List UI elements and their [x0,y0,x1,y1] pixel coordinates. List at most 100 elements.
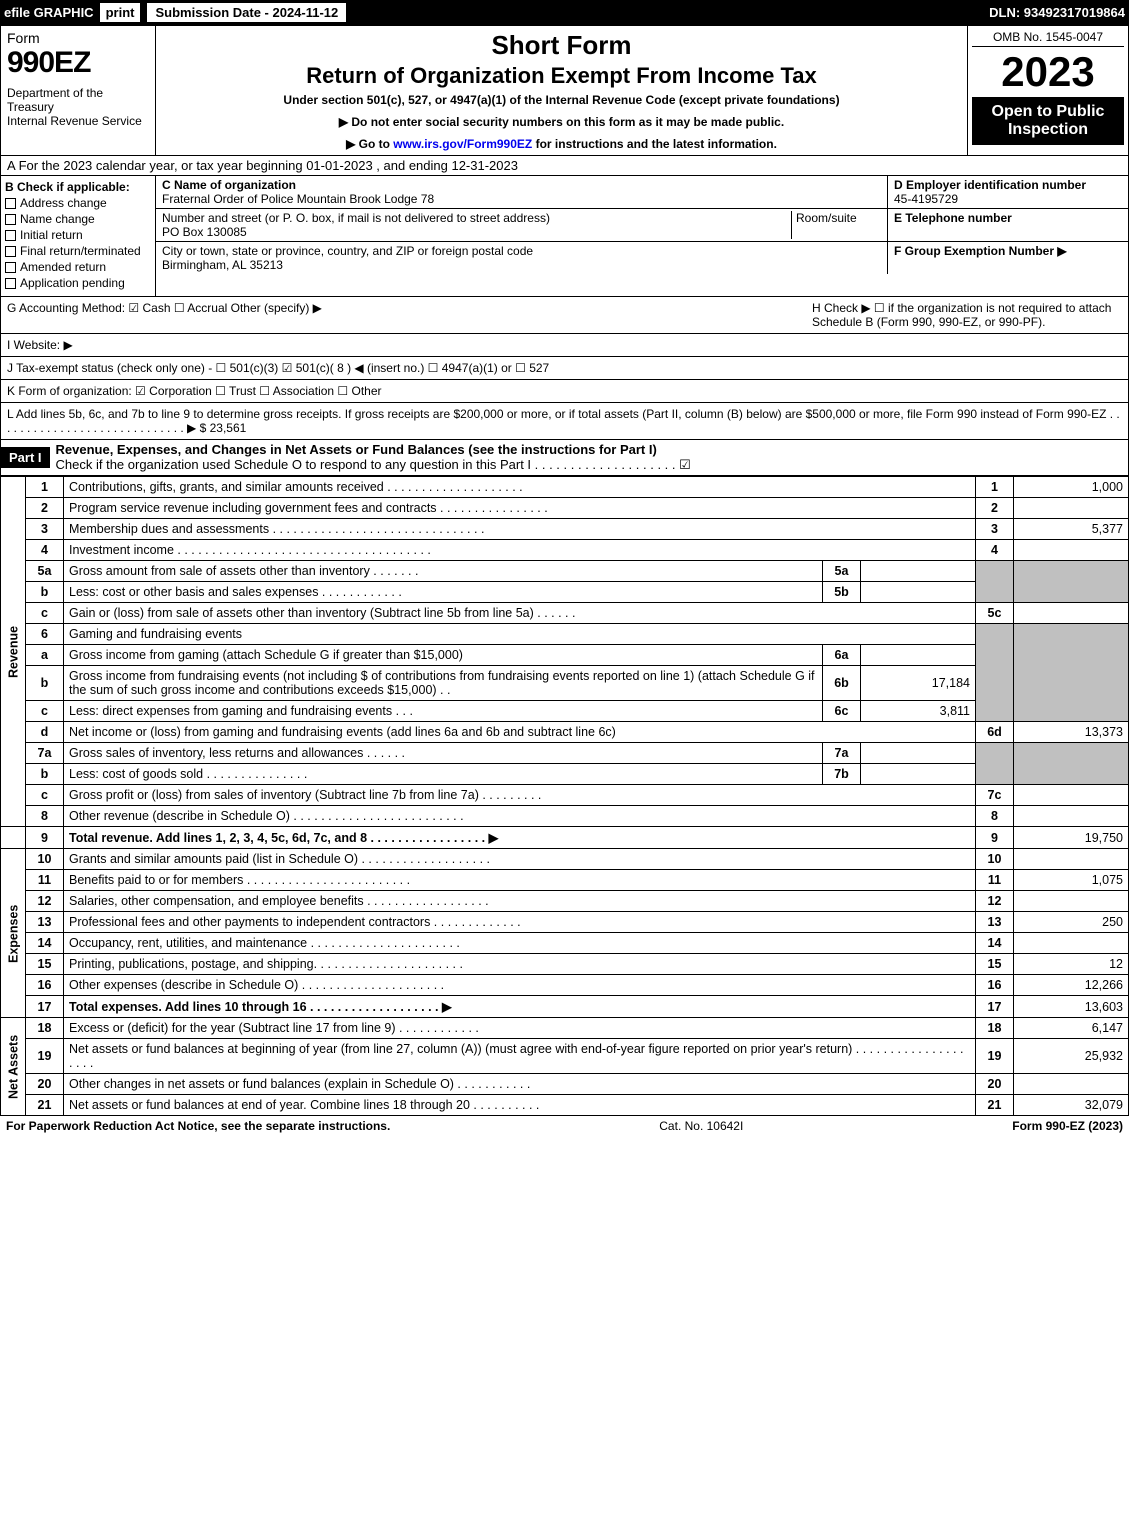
section-h: H Check ▶ ☐ if the organization is not r… [812,301,1122,329]
group-label: F Group Exemption Number ▶ [894,244,1067,258]
warn2-pre: ▶ Go to [346,137,393,151]
row-7c: c Gross profit or (loss) from sales of i… [1,785,1129,806]
room-label: Room/suite [791,211,881,239]
section-l: L Add lines 5b, 6c, and 7b to line 9 to … [0,403,1129,440]
cb-pending[interactable]: Application pending [5,276,151,290]
vlabel-expenses: Expenses [1,849,26,1018]
header-right: OMB No. 1545-0047 2023 Open to Public In… [968,26,1128,155]
b-label: B Check if applicable: [5,180,151,194]
print-button[interactable]: print [100,3,141,22]
ein-value: 45-4195729 [894,192,958,206]
city-value: Birmingham, AL 35213 [162,258,283,272]
row-1: Revenue 1 Contributions, gifts, grants, … [1,477,1129,498]
warn-link: ▶ Go to www.irs.gov/Form990EZ for instru… [160,137,963,151]
row-18: Net Assets 18 Excess or (deficit) for th… [1,1018,1129,1039]
amt-3: 5,377 [1014,519,1129,540]
row-city: City or town, state or province, country… [156,242,1128,274]
cb-address[interactable]: Address change [5,196,151,210]
amt-6c: 3,811 [861,701,976,722]
row-addr: Number and street (or P. O. box, if mail… [156,209,1128,242]
main-table: Revenue 1 Contributions, gifts, grants, … [0,476,1129,1116]
form-number: 990EZ [7,46,149,80]
amt-17: 13,603 [1014,996,1129,1018]
footer-left: For Paperwork Reduction Act Notice, see … [6,1119,390,1133]
part1-title: Revenue, Expenses, and Changes in Net As… [56,442,657,457]
efile-label: efile GRAPHIC [4,5,94,20]
warn2-post: for instructions and the latest informat… [532,137,777,151]
vlabel-netassets: Net Assets [1,1018,26,1116]
tax-year: 2023 [972,51,1124,93]
amt-16: 12,266 [1014,975,1129,996]
row-6: 6 Gaming and fundraising events [1,624,1129,645]
row-6b: b Gross income from fundraising events (… [1,666,1129,701]
addr-cell: Number and street (or P. O. box, if mail… [156,209,888,241]
org-name: Fraternal Order of Police Mountain Brook… [162,192,434,206]
section-i: I Website: ▶ [0,334,1129,357]
group-cell: F Group Exemption Number ▶ [888,242,1128,274]
row-2: 2 Program service revenue including gove… [1,498,1129,519]
amt-15: 12 [1014,954,1129,975]
cb-final[interactable]: Final return/terminated [5,244,151,258]
row-9: 9 Total revenue. Add lines 1, 2, 3, 4, 5… [1,827,1129,849]
amt-21: 32,079 [1014,1095,1129,1116]
section-a: A For the 2023 calendar year, or tax yea… [0,156,1129,176]
row-20: 20 Other changes in net assets or fund b… [1,1074,1129,1095]
amt-13: 250 [1014,912,1129,933]
amt-19: 25,932 [1014,1039,1129,1074]
header-left: Form 990EZ Department of the Treasury In… [1,26,156,155]
checkbox-icon [5,246,16,257]
row-21: 21 Net assets or fund balances at end of… [1,1095,1129,1116]
submission-date-button[interactable]: Submission Date - 2024-11-12 [146,2,347,23]
form-header: Form 990EZ Department of the Treasury In… [0,25,1129,156]
amt-18: 6,147 [1014,1018,1129,1039]
checkbox-icon [5,262,16,273]
row-10: Expenses 10 Grants and similar amounts p… [1,849,1129,870]
section-j: J Tax-exempt status (check only one) - ☐… [0,357,1129,380]
ein-cell: D Employer identification number 45-4195… [888,176,1128,208]
top-left: efile GRAPHIC print Submission Date - 20… [4,2,347,23]
dln-label: DLN: 93492317019864 [989,5,1125,20]
row-13: 13 Professional fees and other payments … [1,912,1129,933]
row-5b: b Less: cost or other basis and sales ex… [1,582,1129,603]
row-12: 12 Salaries, other compensation, and emp… [1,891,1129,912]
part1-label: Part I [1,447,50,468]
row-8: 8 Other revenue (describe in Schedule O)… [1,806,1129,827]
short-form-title: Short Form [160,30,963,61]
city-label: City or town, state or province, country… [162,244,533,258]
row-15: 15 Printing, publications, postage, and … [1,954,1129,975]
ein-label: D Employer identification number [894,178,1086,192]
top-bar: efile GRAPHIC print Submission Date - 20… [0,0,1129,25]
amt-6b: 17,184 [861,666,976,701]
footer: For Paperwork Reduction Act Notice, see … [0,1116,1129,1136]
info-grid: B Check if applicable: Address change Na… [0,176,1129,297]
amt-6d: 13,373 [1014,722,1129,743]
cb-amended[interactable]: Amended return [5,260,151,274]
checkbox-icon [5,198,16,209]
amt-1: 1,000 [1014,477,1129,498]
irs-link[interactable]: www.irs.gov/Form990EZ [393,137,532,151]
row-19: 19 Net assets or fund balances at beginn… [1,1039,1129,1074]
section-b: B Check if applicable: Address change Na… [1,176,156,296]
amt-11: 1,075 [1014,870,1129,891]
under-section: Under section 501(c), 527, or 4947(a)(1)… [160,93,963,107]
section-k: K Form of organization: ☑ Corporation ☐ … [0,380,1129,403]
amt-9: 19,750 [1014,827,1129,849]
checkbox-icon [5,214,16,225]
tel-label: E Telephone number [894,211,1012,225]
checkbox-icon [5,278,16,289]
row-7b: b Less: cost of goods sold . . . . . . .… [1,764,1129,785]
header-mid: Short Form Return of Organization Exempt… [156,26,968,155]
return-title: Return of Organization Exempt From Incom… [160,63,963,89]
row-4: 4 Investment income . . . . . . . . . . … [1,540,1129,561]
addr-label: Number and street (or P. O. box, if mail… [162,211,550,225]
row-14: 14 Occupancy, rent, utilities, and maint… [1,933,1129,954]
omb-number: OMB No. 1545-0047 [972,30,1124,47]
section-g: G Accounting Method: ☑ Cash ☐ Accrual Ot… [7,301,812,329]
cb-initial[interactable]: Initial return [5,228,151,242]
row-gh: G Accounting Method: ☑ Cash ☐ Accrual Ot… [0,297,1129,334]
row-3: 3 Membership dues and assessments . . . … [1,519,1129,540]
c-label: C Name of organization [162,178,296,192]
part1-header-row: Part I Revenue, Expenses, and Changes in… [0,440,1129,476]
row-name: C Name of organization Fraternal Order o… [156,176,1128,209]
cb-name[interactable]: Name change [5,212,151,226]
